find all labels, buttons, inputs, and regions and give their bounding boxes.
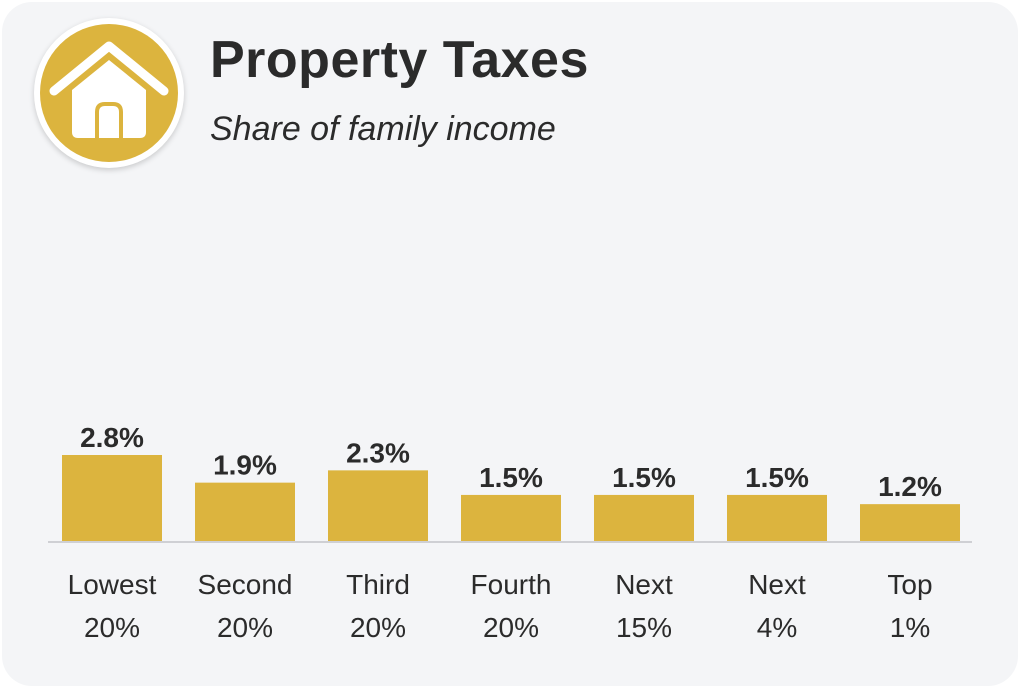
category-label: Lowest xyxy=(68,569,157,600)
bar xyxy=(860,504,960,541)
category-label: 20% xyxy=(350,612,406,643)
bar xyxy=(62,455,162,541)
bar xyxy=(195,482,295,541)
chart-subtitle: Share of family income xyxy=(210,110,556,148)
chart-title: Property Taxes xyxy=(210,31,589,89)
category-label: 20% xyxy=(217,612,273,643)
bar xyxy=(461,494,561,541)
category-label: 20% xyxy=(483,612,539,643)
bar-value-label: 1.5% xyxy=(479,462,543,493)
category-label: Top xyxy=(887,569,932,600)
bar xyxy=(727,494,827,541)
category-label: 20% xyxy=(84,612,140,643)
category-label: Third xyxy=(346,569,410,600)
bar xyxy=(328,470,428,541)
bar-value-label: 1.5% xyxy=(745,462,809,493)
category-label: 1% xyxy=(890,612,930,643)
category-label: Next xyxy=(615,569,673,600)
icon-badge xyxy=(34,18,184,168)
bar-value-label: 2.3% xyxy=(346,437,410,468)
category-label: Second xyxy=(198,569,293,600)
bar-value-label: 1.9% xyxy=(213,450,277,481)
bar-value-label: 1.5% xyxy=(612,462,676,493)
category-label: Next xyxy=(748,569,806,600)
bar xyxy=(594,494,694,541)
bar-value-label: 2.8% xyxy=(80,422,144,453)
category-label: 4% xyxy=(757,612,797,643)
category-label: 15% xyxy=(616,612,672,643)
bar-value-label: 1.2% xyxy=(878,471,942,502)
house-icon xyxy=(49,41,169,138)
category-label: Fourth xyxy=(471,569,552,600)
